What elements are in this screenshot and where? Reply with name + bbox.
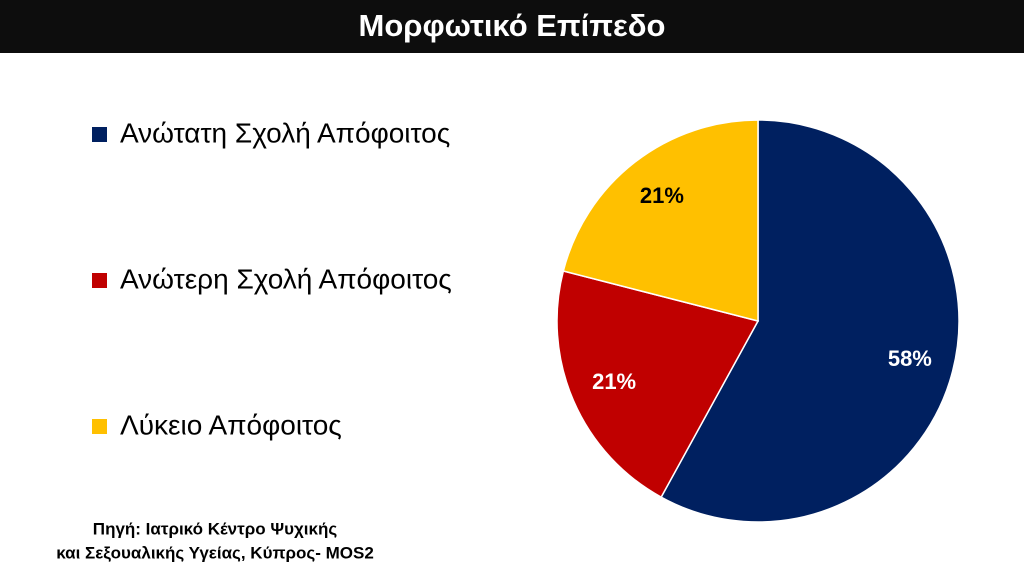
source: Πηγή: Ιατρικό Κέντρο Ψυχικής <box>93 519 338 538</box>
legend-label: Λύκειο Απόφοιτος <box>120 409 342 440</box>
data-label: 58% <box>888 346 932 371</box>
pie-slice <box>556 270 760 499</box>
source: και Σεξουαλικής Υγείας, Κύπρος- MOS2 <box>56 543 374 562</box>
legend-label: Ανώτατη Σχολή Απόφοιτος <box>120 117 450 148</box>
pie-slice <box>562 119 759 322</box>
legend-swatch <box>92 273 107 288</box>
title-bar <box>0 0 1024 53</box>
legend-swatch <box>92 127 107 142</box>
pie-slice <box>660 119 960 523</box>
legend-label: Ανώτερη Σχολή Απόφοιτος <box>120 263 452 294</box>
legend-swatch <box>92 419 107 434</box>
chart-title: Μορφωτικό Επίπεδο <box>359 8 666 43</box>
data-label: 21% <box>640 183 684 208</box>
data-label: 21% <box>592 369 636 394</box>
